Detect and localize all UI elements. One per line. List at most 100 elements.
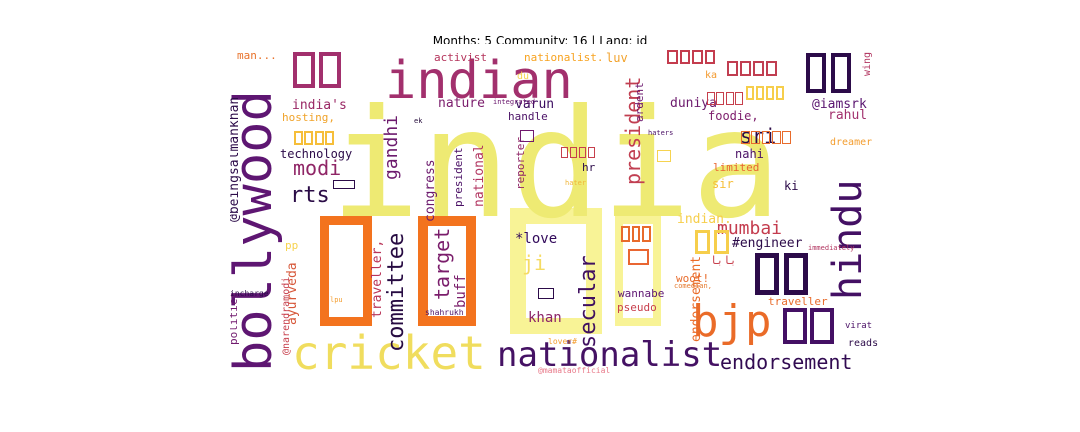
cloud-word: hr [582,161,596,174]
cloud-word: بابا [710,254,737,267]
cloud-word: @iamsrk [812,97,867,112]
cloud-word: hindu [825,179,871,300]
missing-glyph-box [657,150,671,162]
missing-glyph-box [735,92,744,105]
missing-glyph-box [304,131,314,145]
missing-glyph-box [694,230,711,254]
missing-glyph-box [704,50,715,64]
cloud-word: pp [285,239,299,252]
missing-glyph-box [783,308,807,344]
missing-glyph-box [772,131,781,144]
missing-glyph-box [320,216,372,326]
cloud-word: foodie, [708,109,759,123]
missing-glyph-box [805,53,827,93]
cloud-word: khan [528,310,562,326]
cloud-word: immediately [808,244,855,252]
cloud-word: lpu [330,296,343,304]
missing-glyph-box [784,253,808,295]
missing-glyph-box [293,52,315,88]
missing-glyph-box [706,92,715,105]
missing-glyph-box [615,216,661,326]
missing-glyph-box [810,308,834,344]
missing-glyph-box [775,86,785,100]
missing-glyph-box [319,52,341,88]
cloud-word: bjp [692,296,772,347]
cloud-word: buff [453,274,469,308]
cloud-word: indian. [677,212,732,227]
cloud-word: ka [705,70,718,81]
missing-glyph-box [782,131,792,144]
cloud-word: pseudo [617,301,657,314]
cloud-word: traveller, [370,239,385,318]
missing-glyph-box [520,130,534,142]
cloud-word: shahrukh [425,308,464,317]
cloud-word: sir [712,177,734,191]
missing-glyph-box [538,288,554,299]
cloud-word: secular [576,255,601,348]
cloud-word: man... [237,49,277,62]
cloud-word: lover# [548,337,577,346]
missing-glyph-box [628,249,649,265]
missing-glyph-box [830,53,852,93]
cloud-word: endorsement [720,350,853,374]
cloud-word: du [517,71,530,82]
cloud-word: rahul [828,108,868,123]
missing-glyph-box [740,61,751,76]
missing-glyph-box [766,61,777,76]
cloud-word: nationalist [497,335,723,375]
cloud-word: india [330,78,782,252]
missing-glyph-box [620,226,630,242]
missing-glyph-box [679,50,690,64]
cloud-word: hater [565,179,587,187]
missing-glyph-box [761,131,771,144]
missing-glyph-box [692,50,703,64]
cloud-word: rts [290,183,330,208]
missing-glyph-box [560,147,569,158]
missing-glyph-box [587,147,596,158]
cloud-word: technology [280,147,353,161]
cloud-word: @mamataofficial [538,366,611,375]
missing-glyph-box [716,92,725,105]
cloud-word: comedian, [674,282,712,290]
cloud-word: modi [293,156,342,180]
cloud-word: #engineer [732,236,803,251]
cloud-word: dreamer [830,137,873,148]
cloud-word: virat [845,321,873,331]
missing-glyph-box [727,61,738,76]
missing-glyph-box [751,131,760,144]
cloud-word: reads [848,338,879,349]
missing-glyph-box [569,147,578,158]
cloud-word: handle [508,110,548,123]
missing-glyph-box [333,180,355,189]
missing-glyph-box [314,131,324,145]
missing-glyph-box [713,230,730,254]
cloud-word: gandhi [381,114,402,180]
cloud-word: luv [606,51,628,65]
missing-glyph-box [745,86,755,100]
cloud-word: committee [384,232,409,352]
missing-glyph-box [325,131,335,145]
cloud-word: ek [414,117,423,125]
cloud-word: politics [230,292,240,345]
missing-glyph-box [753,61,764,76]
cloud-word: nature [438,96,485,111]
cloud-word: wannabe [618,287,665,300]
missing-glyph-box [578,147,587,158]
cloud-word: reporter [514,137,527,190]
cloud-word: target [430,227,454,300]
cloud-word: varun [515,97,555,112]
cloud-word: wing [862,51,873,76]
missing-glyph-box [631,226,641,242]
cloud-word: ardent [633,82,646,122]
missing-glyph-box [765,86,775,100]
cloud-word: incharge [230,289,269,298]
word-cloud: india indian bollywood cricket nationalist hi… [230,44,880,380]
cloud-word: duniya [670,96,717,111]
cloud-word: @narendramodi [281,276,292,355]
cloud-word: indian [385,51,573,111]
cloud-word: woot! [676,272,710,285]
cloud-word: limited [713,161,760,174]
cloud-word: president [452,147,465,207]
cloud-word: mumbai [717,218,783,239]
cloud-word: nahi [735,147,764,161]
